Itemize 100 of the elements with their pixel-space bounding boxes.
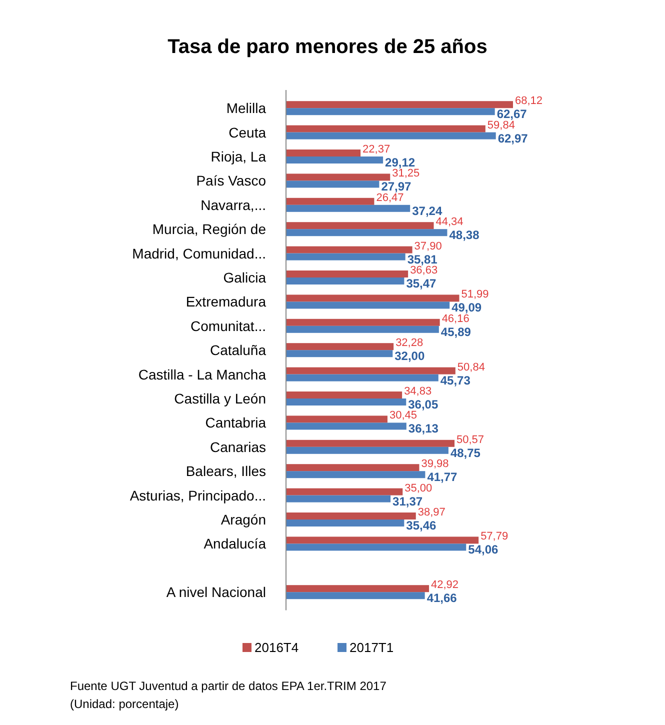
y-tick-label: Rioja, La [210, 148, 266, 164]
y-tick-label: Ceuta [228, 124, 266, 140]
data-label: 27,97 [381, 180, 412, 194]
bar [286, 592, 425, 600]
bar [286, 253, 406, 260]
bar [286, 156, 384, 164]
data-label: 36,63 [410, 264, 438, 276]
bar [286, 585, 430, 592]
data-label: 62,67 [496, 107, 528, 122]
data-label: 37,24 [412, 204, 442, 218]
data-label: 45,73 [440, 373, 471, 388]
bar [286, 174, 390, 181]
bar [286, 471, 426, 478]
data-label: 68,12 [515, 95, 543, 108]
data-label: 51,99 [461, 288, 489, 301]
bar [286, 326, 439, 333]
bar [286, 536, 479, 544]
data-label: 49,09 [452, 300, 482, 315]
y-tick-label: Navarra,... [200, 196, 266, 213]
source-note: Fuente UGT Juventud a partir de datos EPA 1er.TRIM 2017 [70, 679, 387, 693]
y-tick-label: Galicia [223, 270, 266, 286]
bar [286, 204, 410, 212]
data-label: 48,38 [449, 228, 480, 242]
data-label: 39,98 [421, 458, 449, 470]
data-label: 38,97 [418, 506, 446, 518]
data-label: 31,37 [392, 494, 423, 508]
data-label: 41,66 [426, 591, 458, 606]
data-label: 45,89 [440, 324, 472, 339]
bar [286, 108, 495, 116]
data-label: 59,84 [487, 119, 515, 132]
bar [286, 198, 374, 205]
y-tick-label: Murcia, Región de [152, 221, 266, 238]
y-tick-label: A nivel Nacional [166, 584, 266, 600]
data-label: 44,34 [436, 216, 464, 228]
bar [286, 132, 496, 140]
data-label: 26,47 [376, 192, 404, 204]
bar [286, 222, 434, 230]
bar [286, 350, 393, 358]
bar [286, 512, 416, 520]
legend-label: 2016T4 [254, 640, 299, 655]
bar [286, 446, 448, 454]
bar [286, 464, 420, 472]
data-label: 50,84 [457, 361, 485, 374]
data-label: 30,45 [389, 410, 417, 422]
bar [286, 495, 391, 502]
y-tick-label: Asturias, Principado... [130, 487, 266, 504]
y-tick-label: Castilla - La Mancha [138, 366, 266, 382]
y-tick-label: Extremadura [186, 294, 266, 310]
data-label: 50,57 [456, 434, 484, 446]
data-label: 54,06 [468, 542, 499, 557]
chart-title: Tasa de paro menores de 25 años [168, 36, 488, 58]
bar [286, 229, 448, 236]
bar [286, 392, 402, 398]
data-label: 35,81 [407, 252, 438, 266]
bar [286, 422, 406, 430]
y-tick-label: País Vasco [196, 172, 266, 189]
data-label: 46,16 [442, 312, 470, 325]
data-label: 31,25 [392, 168, 420, 180]
data-label: 36,13 [408, 422, 439, 436]
bar [286, 150, 361, 156]
text: (Unidad: porcentaje) [70, 697, 179, 711]
bar [286, 125, 486, 132]
bar [286, 180, 380, 188]
data-label: 22,37 [362, 144, 390, 156]
bar [286, 246, 412, 254]
data-label: 36,05 [408, 398, 438, 412]
data-label: 35,00 [404, 482, 432, 494]
bar [286, 278, 404, 284]
y-tick-label: Canarias [210, 438, 266, 455]
data-label: 29,12 [385, 156, 416, 170]
bar [286, 270, 408, 278]
data-label: 32,28 [396, 337, 424, 350]
bar [286, 374, 438, 382]
bar [286, 488, 403, 496]
data-label: 42,92 [431, 579, 459, 592]
y-tick-label: Aragón [220, 512, 266, 528]
bar [286, 398, 406, 406]
y-tick-label: Castilla y León [174, 390, 266, 406]
y-tick-label: Balears, Illes [186, 463, 266, 480]
data-label: 41,77 [427, 470, 458, 484]
data-label: 62,97 [498, 131, 528, 146]
y-tick-label: Melilla [226, 100, 266, 116]
data-label: 37,90 [414, 240, 442, 252]
data-label: 32,00 [394, 349, 425, 364]
bar [286, 318, 440, 326]
bar [286, 294, 460, 302]
bar [286, 544, 466, 551]
y-tick-label: Cantabria [205, 414, 266, 431]
bar [286, 440, 455, 447]
y-tick-label: Madrid, Comunidad... [132, 245, 266, 262]
data-label: 34,83 [404, 386, 432, 398]
y-tick-label: Andalucía [204, 536, 266, 552]
bar [286, 302, 450, 309]
data-label: 48,75 [450, 446, 481, 460]
bar [286, 343, 394, 350]
data-label: 35,46 [406, 518, 437, 532]
legend-label: 2017T1 [350, 640, 394, 655]
data-label: 57,79 [480, 530, 508, 543]
bar [286, 101, 513, 108]
y-tick-label: Comunitat... [190, 318, 266, 334]
